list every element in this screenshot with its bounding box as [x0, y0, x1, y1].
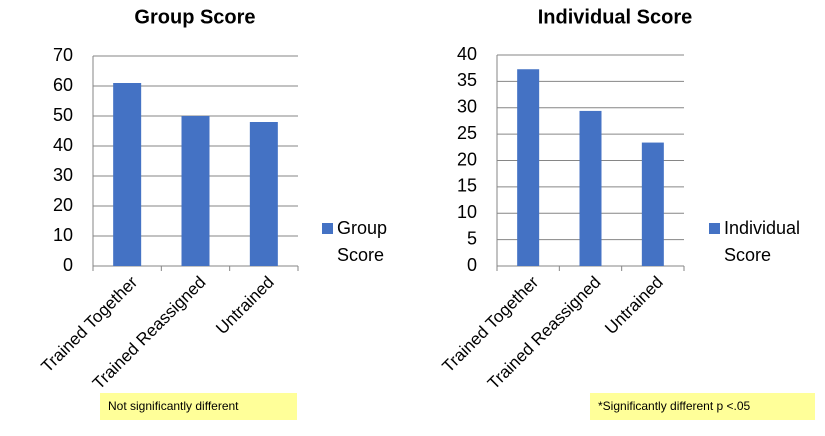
y-tick-label: 20: [457, 149, 477, 169]
bar: [579, 110, 602, 266]
y-tick-label: 70: [53, 45, 73, 65]
y-tick-label: 10: [53, 225, 73, 245]
legend-swatch: [709, 223, 720, 234]
y-tick-label: 40: [53, 135, 73, 155]
bar: [249, 122, 278, 266]
chart-title: Group Score: [134, 6, 255, 28]
y-tick-label: 10: [457, 202, 477, 222]
y-tick-label: 60: [53, 75, 73, 95]
x-tick-label: Untrained: [601, 273, 667, 339]
bar: [641, 142, 664, 266]
y-tick-label: 35: [457, 70, 477, 90]
chart-title: Individual Score: [538, 6, 692, 28]
bar: [517, 69, 540, 267]
y-tick-label: 50: [53, 105, 73, 125]
legend-swatch: [322, 223, 333, 234]
y-tick-label: 30: [457, 97, 477, 117]
y-tick-label: 20: [53, 195, 73, 215]
legend-label: Group Score: [337, 218, 388, 265]
y-tick-label: 15: [457, 176, 477, 196]
y-tick-label: 25: [457, 123, 477, 143]
y-tick-label: 30: [53, 165, 73, 185]
bar: [113, 83, 142, 266]
x-tick-label: Trained Reassigned: [89, 273, 210, 394]
y-tick-label: 0: [63, 255, 73, 275]
x-tick-label: Trained Reassigned: [484, 273, 605, 394]
x-tick-label: Untrained: [212, 273, 278, 339]
y-tick-label: 5: [467, 228, 477, 248]
y-tick-label: 40: [457, 44, 477, 64]
legend-label: Individual Score: [724, 218, 801, 265]
y-tick-label: 0: [467, 255, 477, 275]
annotation: Not significantly different: [100, 393, 297, 420]
bar: [181, 116, 210, 266]
annotation: *Significantly different p <.05: [590, 393, 815, 420]
